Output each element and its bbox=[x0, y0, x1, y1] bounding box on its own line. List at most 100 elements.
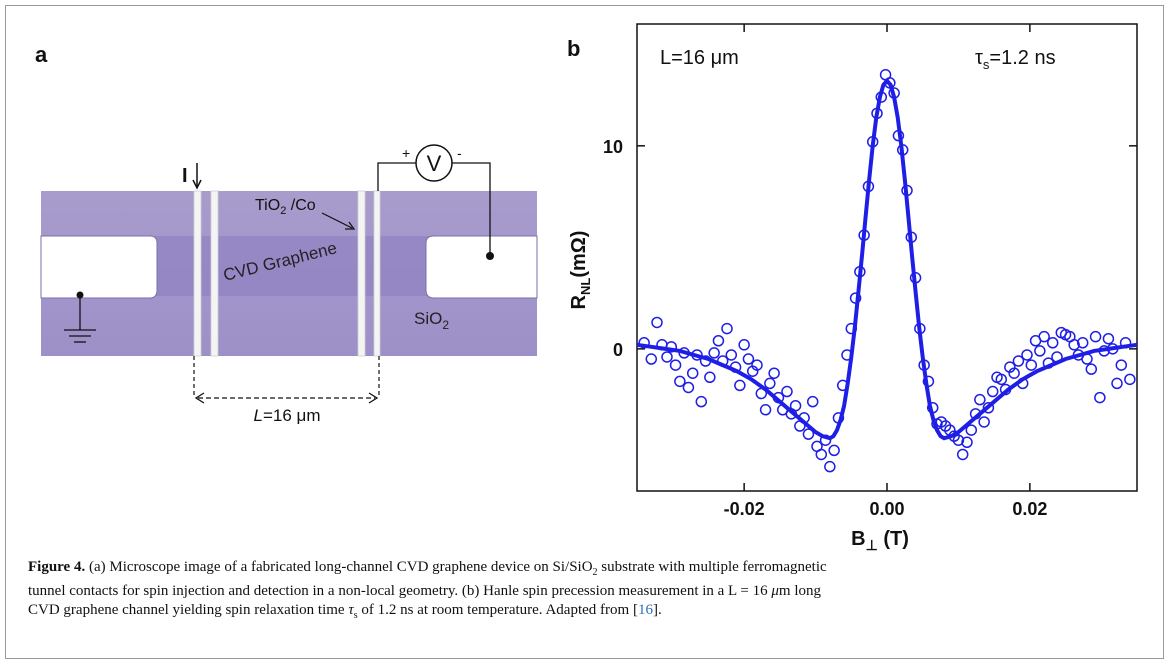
data-point bbox=[742, 353, 755, 365]
data-point bbox=[674, 375, 686, 388]
data-point bbox=[1124, 373, 1136, 386]
panel-b-label: b bbox=[567, 36, 581, 61]
annotation-length: L=16 μm bbox=[660, 47, 739, 69]
data-point bbox=[978, 416, 990, 428]
current-label: I bbox=[182, 165, 188, 187]
caption-reference-link[interactable]: 16 bbox=[637, 602, 653, 618]
data-point bbox=[695, 395, 708, 408]
data-point bbox=[982, 402, 995, 414]
data-point bbox=[686, 367, 699, 379]
data-point bbox=[815, 448, 828, 461]
y-tick-label: 10 bbox=[603, 137, 623, 157]
data-point bbox=[665, 341, 678, 353]
data-point bbox=[759, 404, 772, 416]
ground-dot bbox=[76, 291, 84, 299]
data-point bbox=[1046, 337, 1059, 349]
data-point bbox=[1094, 391, 1106, 404]
right-contact-pad bbox=[425, 235, 538, 299]
data-point bbox=[824, 460, 836, 473]
panel-a-label: a bbox=[35, 42, 48, 67]
data-point bbox=[1115, 359, 1128, 371]
tick-labels: -0.02 0.00 0.02 0 10 bbox=[603, 137, 1047, 519]
data-point bbox=[1025, 359, 1038, 371]
data-point bbox=[789, 399, 802, 412]
left-contact-pad bbox=[40, 235, 158, 299]
data-point bbox=[1012, 355, 1025, 367]
contact-pointer bbox=[321, 212, 353, 229]
caption-line-1: Figure 4. (a) Microscope image of a fabr… bbox=[28, 559, 827, 578]
x-tick-label: 0.02 bbox=[1012, 499, 1047, 519]
voltmeter-minus: - bbox=[457, 145, 462, 161]
data-point bbox=[645, 353, 658, 365]
contact-electrode-2 bbox=[210, 190, 219, 357]
x-tick-label: 0.00 bbox=[869, 499, 904, 519]
figure-frame bbox=[5, 5, 1164, 659]
panel-b-chart: -0.02 0.00 0.02 0 10 L=16 μm τs=1.2 ns B⊥ (T… bbox=[568, 23, 1138, 553]
data-point bbox=[661, 351, 673, 363]
x-tick-label: -0.02 bbox=[724, 499, 765, 519]
data-point bbox=[768, 367, 780, 379]
data-point bbox=[1034, 345, 1046, 357]
voltmeter-probe-dot bbox=[486, 252, 494, 260]
data-point bbox=[704, 371, 716, 384]
data-point bbox=[1076, 337, 1089, 349]
data-point bbox=[751, 359, 763, 371]
fit-curve bbox=[636, 77, 1138, 441]
data-point bbox=[734, 379, 746, 392]
contact-material-label: TiO2 /Co bbox=[255, 197, 316, 217]
data-point bbox=[828, 444, 840, 457]
data-points bbox=[638, 69, 1136, 473]
data-point bbox=[738, 339, 750, 351]
data-point bbox=[952, 434, 965, 446]
data-point bbox=[1021, 349, 1033, 361]
figure-caption: Figure 4. (a) Microscope image of a fabr… bbox=[28, 558, 1143, 625]
contact-electrode-3 bbox=[357, 190, 366, 357]
y-axis-label: RNL(mΩ) bbox=[568, 231, 593, 310]
data-point bbox=[651, 316, 663, 329]
contact-electrode-4 bbox=[373, 190, 381, 357]
length-arrowhead-right bbox=[368, 392, 379, 404]
data-point bbox=[764, 377, 776, 390]
x-axis-label: B⊥ (T) bbox=[851, 528, 909, 553]
caption-line-3: CVD graphene channel yielding spin relax… bbox=[28, 602, 662, 621]
annotation-tau: τs=1.2 ns bbox=[975, 47, 1056, 72]
data-point bbox=[682, 381, 695, 394]
voltmeter-wire-left bbox=[377, 162, 416, 191]
data-point bbox=[961, 436, 973, 449]
data-point bbox=[708, 347, 720, 359]
plot-frame bbox=[636, 23, 1138, 492]
voltmeter-letter: V bbox=[427, 151, 442, 176]
caption-label: Figure 4. bbox=[28, 559, 86, 575]
data-point bbox=[1038, 330, 1050, 343]
y-tick-label: 0 bbox=[613, 340, 623, 360]
voltmeter-wire-right bbox=[452, 162, 491, 256]
data-point bbox=[781, 385, 793, 398]
data-point bbox=[956, 448, 969, 461]
length-label: L=16 μm bbox=[254, 406, 321, 425]
axis-ticks bbox=[637, 24, 1137, 491]
voltmeter-plus: + bbox=[402, 145, 410, 161]
data-point bbox=[986, 385, 999, 398]
voltmeter-symbol bbox=[415, 144, 453, 182]
data-point bbox=[1008, 367, 1020, 379]
data-point bbox=[712, 334, 725, 347]
data-point bbox=[1068, 339, 1080, 351]
data-point bbox=[995, 373, 1008, 386]
data-point bbox=[1111, 377, 1123, 390]
contact-electrode-1 bbox=[193, 190, 202, 357]
data-point bbox=[1085, 363, 1098, 375]
length-arrowhead-left bbox=[194, 392, 205, 404]
substrate-label: SiO2 bbox=[414, 309, 449, 332]
caption-line-2: tunnel contacts for spin injection and d… bbox=[28, 583, 821, 599]
contact-pointer-head bbox=[345, 221, 356, 230]
data-point bbox=[806, 395, 819, 408]
data-point bbox=[721, 322, 733, 335]
data-point bbox=[965, 424, 978, 436]
current-arrowhead bbox=[192, 179, 202, 190]
data-point bbox=[1089, 330, 1102, 343]
data-point bbox=[1102, 332, 1115, 345]
data-point bbox=[974, 393, 986, 406]
data-point bbox=[725, 349, 738, 361]
panel-a-device: I V + - TiO2 /Co CVD Graphene SiO2 L=16 … bbox=[40, 144, 538, 425]
data-point bbox=[669, 359, 682, 371]
